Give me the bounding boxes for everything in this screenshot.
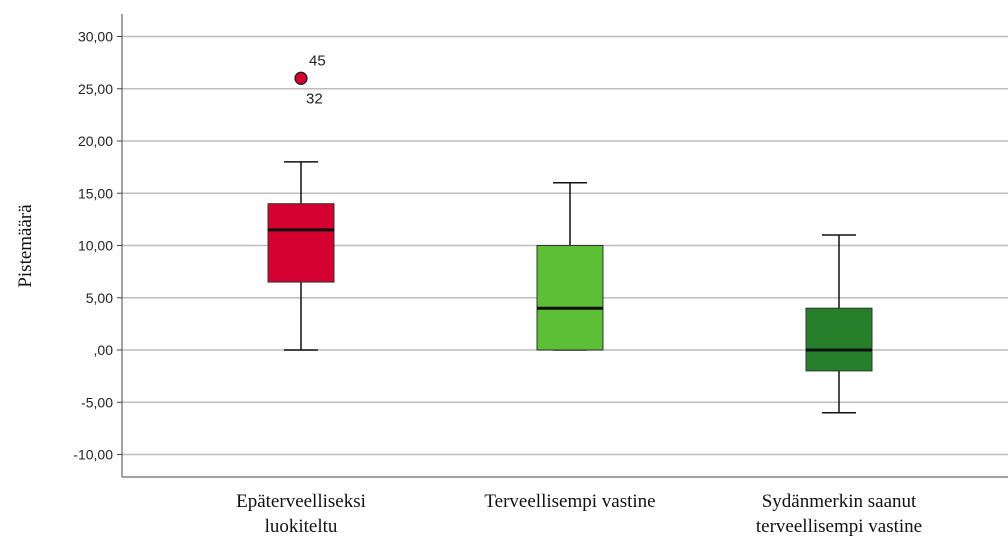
x-category-label: Terveellisempi vastine <box>484 491 655 512</box>
category-labels: Epäterveelliseksi luokiteltu Terveellisemp… <box>236 491 922 537</box>
y-axis-title: Pistemäärä <box>15 204 36 288</box>
box-group <box>805 234 873 414</box>
y-tick-label: 20,00 <box>78 133 113 149</box>
outlier-label: 45 <box>309 52 326 69</box>
x-category-label: terveellisempi vastine <box>756 516 922 537</box>
box <box>267 203 335 283</box>
x-category-label: Epäterveelliseksi <box>236 491 366 512</box>
y-tick-label: ,00 <box>94 342 114 358</box>
outlier-point <box>294 71 308 85</box>
axes <box>117 14 1008 478</box>
box-group <box>536 182 604 351</box>
y-tick-label: -10,00 <box>73 447 113 463</box>
outlier-label: 32 <box>306 90 323 107</box>
y-tick-label: 5,00 <box>86 290 113 306</box>
box-group: 45 32 <box>267 52 335 351</box>
x-category-label: Sydänmerkin saanut <box>762 491 917 512</box>
box <box>536 245 604 351</box>
y-tick-label: 30,00 <box>78 29 113 45</box>
boxes: 45 32 <box>267 52 873 414</box>
y-tick-label: -5,00 <box>81 394 113 410</box>
y-tick-label: 15,00 <box>78 185 113 201</box>
y-tick-labels: 30,00 25,00 20,00 15,00 10,00 5,00 ,00 -5,00 -10… <box>73 29 113 463</box>
y-tick-label: 10,00 <box>78 238 113 254</box>
x-category-label: luokiteltu <box>265 516 338 537</box>
box <box>805 307 873 372</box>
y-tick-label: 25,00 <box>78 81 113 97</box>
